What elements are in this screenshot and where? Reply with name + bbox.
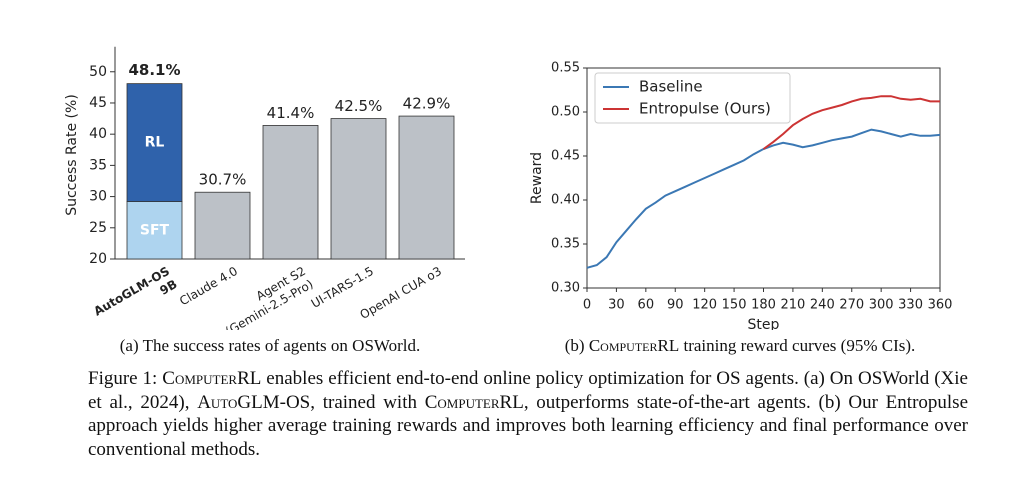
caption-text: (b) <box>564 336 589 355</box>
caption-text: ComputerRL <box>588 336 680 355</box>
caption-text: ComputerRL <box>424 391 524 413</box>
caption-text: training reward curves (95% CIs). <box>679 336 916 355</box>
x-axis-label: Step <box>748 317 780 330</box>
caption-text: enables efficient end-to-end online poli… <box>88 368 968 413</box>
y-tick-label: 25 <box>89 220 107 236</box>
y-tick-label: 50 <box>89 64 107 80</box>
x-tick-label: 180 <box>751 298 776 313</box>
caption-text: ComputerRL <box>162 368 262 389</box>
bar <box>194 191 251 260</box>
series-line <box>762 95 940 150</box>
legend-box <box>594 72 791 124</box>
x-tick-label: 210 <box>781 298 806 313</box>
y-tick-label: 40 <box>89 126 107 142</box>
x-tick-label: 30 <box>608 298 625 313</box>
x-tick-label: 60 <box>638 298 655 313</box>
x-tick-label: UI-TARS-1.5 <box>309 264 376 311</box>
bar-segment <box>126 83 183 202</box>
value-label: 30.7% <box>199 171 247 189</box>
series-line <box>586 128 941 269</box>
segment-label: RL <box>145 135 165 151</box>
value-label: 41.4% <box>267 104 315 122</box>
y-tick-label: 35 <box>89 157 107 173</box>
y-axis-label: Reward <box>529 152 545 204</box>
bar <box>330 118 387 260</box>
value-label: 42.5% <box>335 97 383 115</box>
x-tick-label: 120 <box>692 298 717 313</box>
x-tick-label: 270 <box>839 298 864 313</box>
y-tick-label: 0.35 <box>551 237 580 252</box>
subcaption: (b) ComputerRL training reward curves (9… <box>500 336 980 356</box>
caption-text: , trained with <box>310 391 425 413</box>
x-tick-label: 150 <box>722 298 747 313</box>
y-tick-label: 0.55 <box>551 61 580 76</box>
bar <box>262 125 319 260</box>
x-tick-label: 240 <box>810 298 835 313</box>
y-tick-label: 20 <box>89 251 107 267</box>
x-tick-label: 0 <box>583 298 591 313</box>
figure-caption: Figure 1: ComputerRL enables efficient e… <box>88 367 968 461</box>
legend-label: Baseline <box>639 78 703 96</box>
y-axis-label: Success Rate (%) <box>64 94 80 216</box>
x-tick-label: AutoGLM-OS9B <box>91 264 179 330</box>
caption-text: AutoGLM-OS <box>197 391 311 413</box>
x-tick-label: 90 <box>667 298 684 313</box>
y-tick-label: 45 <box>89 95 107 111</box>
total-label: 48.1% <box>128 61 180 79</box>
subcaption: (a) The success rates of agents on OSWor… <box>70 336 470 356</box>
y-tick-label: 0.40 <box>551 193 580 208</box>
y-tick-label: 0.45 <box>551 149 580 164</box>
caption-text: , outperforms state-of-the-art agents. (… <box>88 391 968 460</box>
y-tick-label: 0.50 <box>551 105 580 120</box>
legend-label: Entropulse (Ours) <box>639 100 771 118</box>
value-label: 42.9% <box>403 95 451 113</box>
segment-label: SFT <box>140 222 170 238</box>
y-tick-label: 0.30 <box>551 281 580 296</box>
y-tick-label: 30 <box>89 189 107 205</box>
x-tick-label-line: Claude 4.0 <box>177 264 240 308</box>
x-tick-label-line: UI-TARS-1.5 <box>309 264 376 311</box>
caption-text: Figure 1: <box>88 368 163 389</box>
caption-text: (a) The success rates of agents on OSWor… <box>119 336 421 355</box>
bar <box>398 115 455 260</box>
charts: Success Rate (%) 20 25 30 35 40 45 50 AutoGLM-OS… <box>64 46 953 330</box>
x-tick-label: 360 <box>928 298 953 313</box>
x-tick-label: 300 <box>869 298 894 313</box>
x-tick-label: Claude 4.0 <box>177 264 240 308</box>
x-tick-label: 330 <box>898 298 923 313</box>
